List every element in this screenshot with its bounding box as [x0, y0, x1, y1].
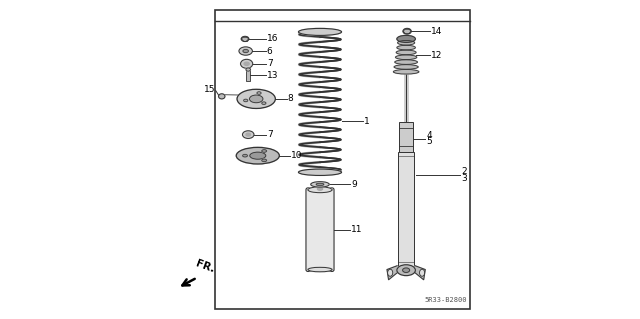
Ellipse shape: [403, 28, 412, 34]
Ellipse shape: [298, 28, 342, 35]
Text: 2: 2: [461, 167, 467, 176]
Ellipse shape: [241, 36, 249, 41]
Text: 5R33-B2800: 5R33-B2800: [424, 297, 467, 303]
Text: 8: 8: [287, 94, 293, 103]
Ellipse shape: [246, 68, 250, 71]
Text: 5: 5: [426, 137, 432, 146]
Ellipse shape: [250, 152, 266, 159]
Ellipse shape: [243, 154, 248, 157]
Ellipse shape: [250, 95, 263, 103]
Ellipse shape: [316, 183, 324, 186]
Ellipse shape: [243, 49, 248, 53]
Ellipse shape: [257, 92, 261, 94]
Text: 1: 1: [364, 117, 370, 126]
Text: 11: 11: [351, 225, 363, 234]
Ellipse shape: [308, 267, 332, 272]
Ellipse shape: [308, 187, 332, 193]
Text: 6: 6: [267, 47, 273, 56]
Ellipse shape: [262, 150, 267, 152]
Text: 15: 15: [204, 85, 216, 94]
Text: 16: 16: [267, 34, 278, 43]
Ellipse shape: [243, 131, 254, 138]
Ellipse shape: [396, 50, 416, 55]
Ellipse shape: [244, 99, 248, 102]
Bar: [398, 152, 415, 266]
Ellipse shape: [397, 45, 415, 50]
Text: 13: 13: [267, 71, 278, 80]
Ellipse shape: [246, 133, 250, 136]
Text: 7: 7: [267, 59, 273, 68]
Polygon shape: [415, 266, 425, 280]
Ellipse shape: [394, 70, 419, 74]
Text: 3: 3: [461, 174, 467, 183]
Ellipse shape: [218, 94, 225, 99]
Text: 14: 14: [431, 27, 442, 36]
Ellipse shape: [420, 269, 424, 276]
Bar: [399, 122, 413, 152]
Ellipse shape: [396, 55, 417, 60]
Ellipse shape: [237, 89, 275, 108]
Ellipse shape: [394, 65, 418, 69]
Text: 12: 12: [431, 51, 442, 60]
Text: 9: 9: [351, 180, 357, 189]
Polygon shape: [387, 266, 397, 280]
Ellipse shape: [239, 47, 252, 55]
Ellipse shape: [397, 35, 415, 42]
Text: FR.: FR.: [195, 258, 216, 274]
Text: 4: 4: [426, 131, 432, 140]
Text: 10: 10: [291, 151, 303, 160]
FancyBboxPatch shape: [306, 188, 334, 271]
Ellipse shape: [262, 159, 267, 162]
Ellipse shape: [397, 265, 415, 276]
Bar: [215, 10, 470, 309]
Ellipse shape: [397, 41, 415, 45]
Ellipse shape: [241, 59, 253, 68]
Ellipse shape: [311, 182, 329, 187]
Ellipse shape: [236, 147, 279, 164]
Text: 7: 7: [267, 130, 273, 139]
Ellipse shape: [317, 188, 323, 190]
Ellipse shape: [298, 169, 342, 175]
Bar: [246, 70, 250, 81]
Ellipse shape: [244, 62, 249, 65]
Ellipse shape: [262, 102, 266, 104]
Ellipse shape: [395, 60, 417, 64]
Ellipse shape: [403, 268, 410, 272]
Ellipse shape: [388, 269, 393, 276]
